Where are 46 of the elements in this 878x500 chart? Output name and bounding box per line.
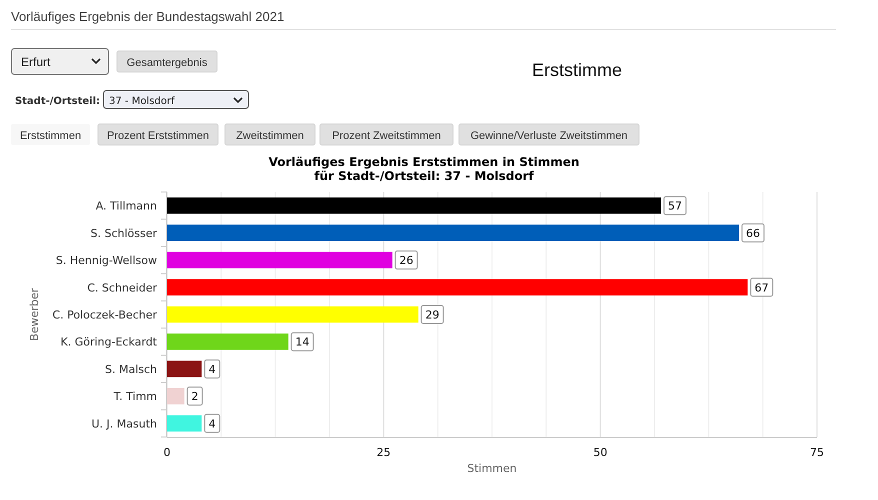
text: Prozent Zweitstimmen xyxy=(332,130,441,142)
x-axis-title: Stimmen xyxy=(467,462,517,475)
bar xyxy=(167,279,748,296)
bar xyxy=(167,388,184,404)
text: Vorläufiges Ergebnis der Bundestagswahl 2021 xyxy=(11,9,284,24)
bar xyxy=(167,252,392,268)
y-tick-label: S. Malsch xyxy=(104,362,158,376)
bar xyxy=(167,334,288,350)
bar xyxy=(167,197,661,214)
data-label: 2 xyxy=(191,390,198,404)
bar xyxy=(167,360,202,378)
x-tick-label: 0 xyxy=(164,446,170,459)
y-tick-label: C. Poloczek-Becher xyxy=(52,308,158,322)
bar xyxy=(167,415,202,432)
data-label: 67 xyxy=(754,281,769,294)
text: Erfurt xyxy=(21,55,52,69)
text: Prozent Erststimmen xyxy=(106,130,210,142)
text: Zweitstimmen xyxy=(236,130,304,142)
text: Gesamtergebnis xyxy=(126,57,208,69)
bar xyxy=(167,306,418,323)
x-tick-label: 50 xyxy=(593,446,608,459)
data-label: 14 xyxy=(295,336,310,349)
data-label: 29 xyxy=(425,308,440,322)
y-tick-label: K. Göring-Eckardt xyxy=(60,336,158,349)
bar xyxy=(167,224,739,241)
y-axis-title: Bewerber xyxy=(28,288,41,341)
y-tick-label: T. Timm xyxy=(112,390,157,404)
y-tick-label: S. Hennig-Wellsow xyxy=(56,254,157,268)
x-tick-label: 75 xyxy=(810,446,824,459)
x-tick-label: 25 xyxy=(376,446,391,459)
data-label: 66 xyxy=(746,226,760,240)
chart-subtitle: für Stadt-/Ortsteil: 37 - Molsdorf xyxy=(314,169,535,183)
y-tick-label: S. Schlösser xyxy=(90,226,158,240)
text: Stadt-/Ortsteil: xyxy=(14,96,100,107)
y-tick-label: U. J. Masuth xyxy=(91,417,158,430)
y-tick-label: C. Schneider xyxy=(87,281,158,294)
y-tick-label: A. Tillmann xyxy=(96,200,158,213)
data-label: 4 xyxy=(208,417,216,430)
data-label: 4 xyxy=(208,362,216,376)
text: Erststimme xyxy=(532,60,622,80)
text: Erststimmen xyxy=(20,130,82,142)
data-label: 57 xyxy=(668,200,682,213)
chart-title: Vorläufiges Ergebnis Erststimmen in Stimmen xyxy=(268,155,580,169)
text: 37 - Molsdorf xyxy=(109,96,175,107)
text: Gewinne/Verluste Zweitstimmen xyxy=(470,130,628,142)
data-label: 26 xyxy=(399,254,414,268)
